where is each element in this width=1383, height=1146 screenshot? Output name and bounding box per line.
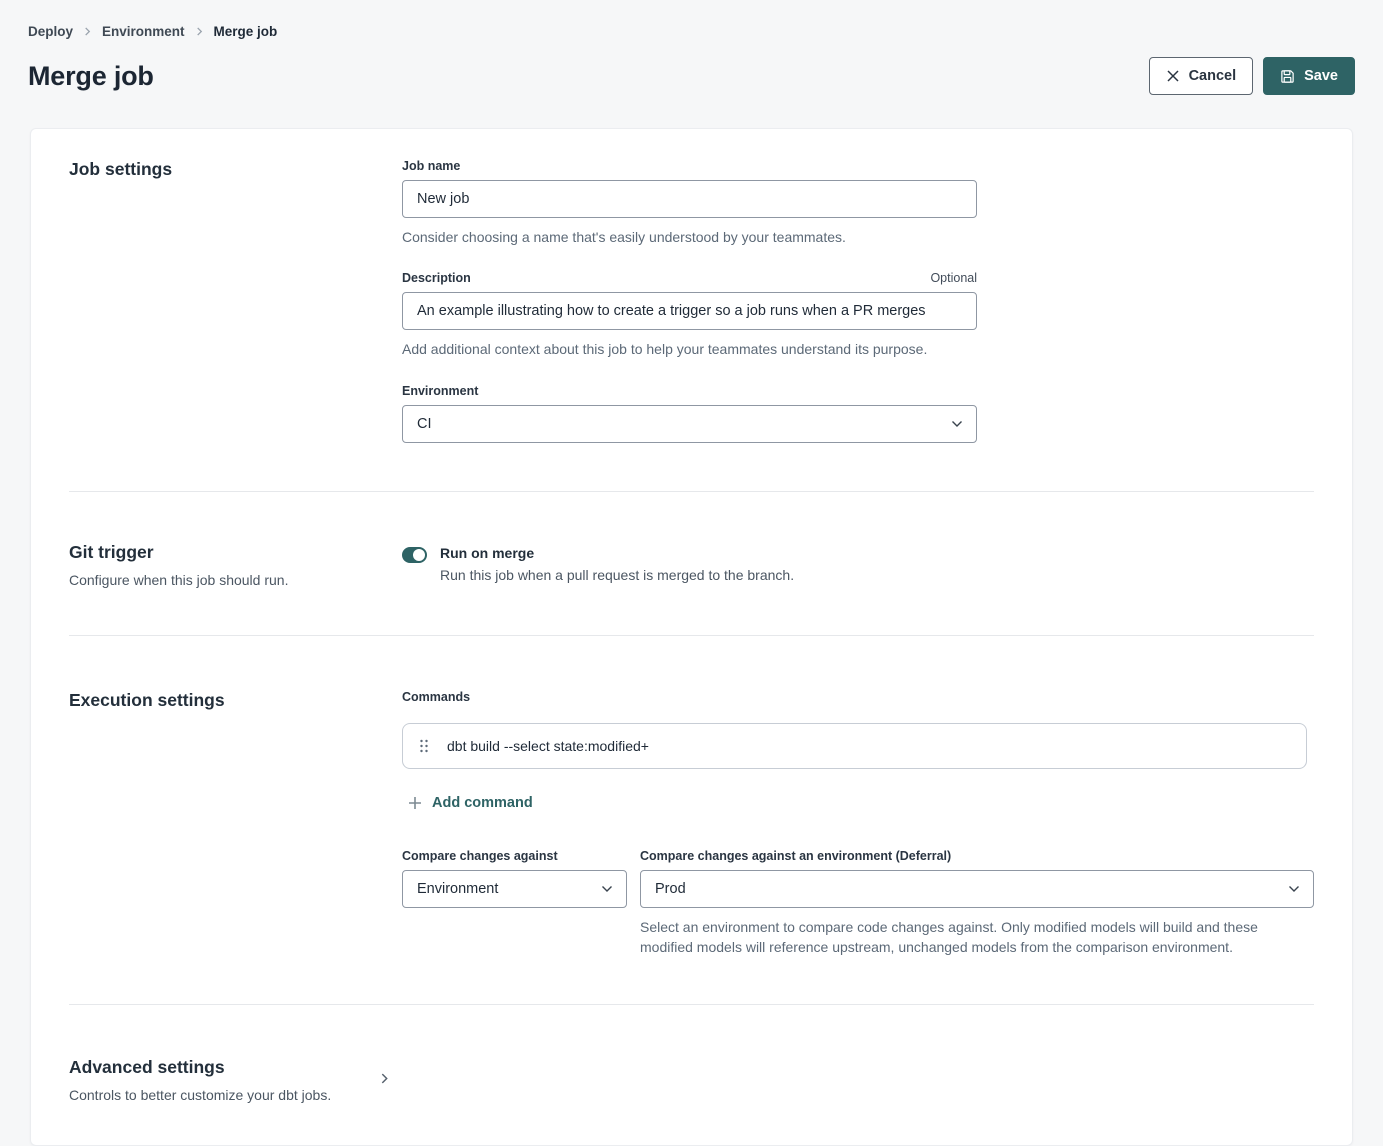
run-on-merge-row: Run on merge Run this job when a pull re…: [402, 542, 1314, 583]
run-on-merge-label: Run on merge: [440, 544, 535, 561]
breadcrumb-deploy[interactable]: Deploy: [28, 24, 74, 39]
toggle-knob: [413, 548, 425, 561]
save-button-label: Save: [1304, 68, 1338, 84]
compare-row: Compare changes against Environment Comp…: [402, 849, 1314, 958]
deferral-helper: Select an environment to compare code ch…: [640, 918, 1258, 955]
chevron-right-icon: [195, 27, 204, 36]
section-git-trigger: Git trigger Configure when this job shou…: [31, 492, 1352, 635]
commands-label: Commands: [402, 689, 471, 704]
section-advanced-settings: Advanced settings Controls to better cus…: [31, 1005, 1352, 1145]
close-icon: [1166, 69, 1180, 83]
chevron-down-icon: [951, 420, 963, 428]
header-actions: Cancel Save: [1148, 57, 1355, 95]
git-trigger-subheading: Configure when this job should run.: [69, 571, 289, 588]
breadcrumb-merge-job: Merge job: [213, 24, 278, 39]
save-icon: [1280, 69, 1295, 84]
advanced-settings-heading: Advanced settings: [69, 1057, 225, 1078]
cancel-button[interactable]: Cancel: [1148, 57, 1254, 95]
command-text[interactable]: dbt build --select state:modified+: [447, 737, 649, 754]
deferral-label: Compare changes against an environment (…: [640, 848, 952, 863]
save-button[interactable]: Save: [1263, 57, 1355, 95]
description-field-group: Description Optional Add additional cont…: [402, 271, 977, 359]
compare-against-label: Compare changes against: [402, 848, 558, 863]
description-helper: Add additional context about this job to…: [402, 341, 928, 358]
environment-select[interactable]: CI: [402, 404, 977, 443]
add-command-button[interactable]: Add command: [408, 795, 533, 811]
description-optional-tag: Optional: [930, 271, 977, 286]
description-input[interactable]: [402, 292, 977, 331]
job-name-helper: Consider choosing a name that's easily u…: [402, 229, 846, 245]
page-header: Merge job Cancel Save: [28, 57, 1355, 95]
section-divider: [69, 1004, 1314, 1006]
chevron-right-icon: [83, 27, 92, 36]
execution-settings-heading: Execution settings: [69, 689, 225, 710]
section-execution-settings: Execution settings Commands dbt build --…: [31, 636, 1352, 1005]
section-job-settings: Job settings Job name Consider choosing …: [31, 129, 1352, 491]
plus-icon: [408, 796, 422, 810]
description-label: Description: [402, 271, 471, 286]
git-trigger-heading: Git trigger: [69, 541, 154, 562]
job-settings-heading: Job settings: [69, 159, 173, 179]
job-name-label: Job name: [402, 159, 461, 173]
deferral-field-group: Compare changes against an environment (…: [640, 849, 1314, 958]
compare-against-field-group: Compare changes against Environment: [402, 849, 627, 958]
environment-select-value: CI: [417, 415, 432, 432]
chevron-right-icon[interactable]: [379, 1073, 390, 1084]
deferral-select[interactable]: Prod: [640, 869, 1314, 908]
command-row[interactable]: dbt build --select state:modified+: [402, 722, 1307, 769]
run-on-merge-toggle[interactable]: [402, 546, 427, 563]
job-name-input[interactable]: [402, 180, 977, 218]
advanced-settings-row[interactable]: Advanced settings Controls to better cus…: [69, 1057, 390, 1103]
job-settings-card: Job settings Job name Consider choosing …: [30, 128, 1353, 1146]
chevron-down-icon: [1288, 885, 1300, 893]
drag-handle-icon[interactable]: [419, 739, 429, 753]
compare-against-select[interactable]: Environment: [402, 869, 627, 908]
chevron-down-icon: [601, 885, 613, 893]
add-command-label: Add command: [432, 794, 533, 811]
run-on-merge-description: Run this job when a pull request is merg…: [440, 566, 795, 583]
compare-against-select-value: Environment: [417, 880, 499, 897]
environment-label: Environment: [402, 383, 479, 398]
page-title: Merge job: [28, 60, 154, 91]
section-divider: [69, 634, 1314, 636]
section-divider: [69, 490, 1314, 492]
environment-field-group: Environment CI: [402, 384, 977, 443]
breadcrumb: Deploy Environment Merge job: [28, 24, 1355, 39]
breadcrumb-environment[interactable]: Environment: [102, 24, 185, 39]
deferral-select-value: Prod: [655, 880, 686, 897]
job-name-field-group: Job name Consider choosing a name that's…: [402, 159, 977, 247]
advanced-settings-subheading: Controls to better customize your dbt jo…: [69, 1087, 332, 1104]
cancel-button-label: Cancel: [1188, 68, 1237, 84]
